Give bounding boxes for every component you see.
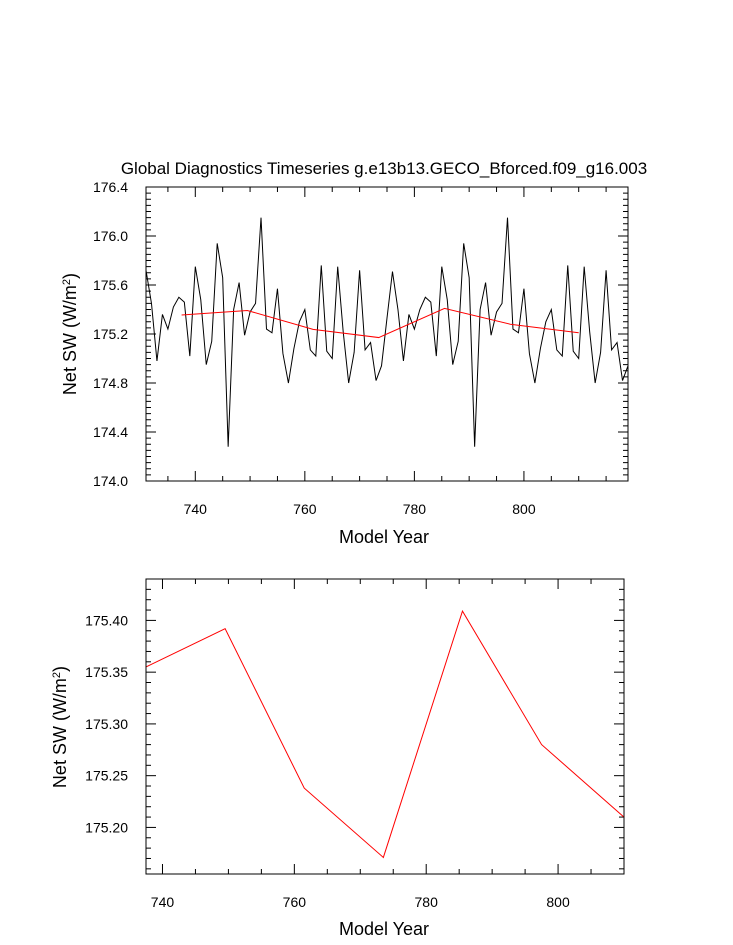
- x-tick-label: 780: [415, 894, 439, 910]
- top-ticks: 174.0 174.4 174.8 175.2 175.6 176.0 176.4 740 76…: [93, 179, 628, 517]
- y-tick-label: 175.2: [93, 326, 128, 342]
- top-series: [145, 217, 629, 447]
- series-line-running-mean: [145, 609, 625, 859]
- y-tick-label: 175.6: [93, 277, 128, 293]
- top-y-axis-label-close: ): [60, 273, 80, 279]
- bottom-plot-frame: [145, 578, 625, 875]
- bottom-x-axis-label: Model Year: [339, 919, 429, 939]
- y-tick-label: 175.20: [85, 819, 128, 835]
- bottom-y-axis-label-close: ): [50, 666, 70, 672]
- series-line-running-mean: [181, 307, 579, 339]
- x-tick-label: 760: [293, 501, 317, 517]
- x-tick-label: 740: [151, 894, 175, 910]
- y-tick-label: 175.35: [85, 664, 128, 680]
- y-tick-label: 176.0: [93, 228, 128, 244]
- bottom-y-axis-label: Net SW (W/m2): [50, 666, 70, 788]
- bottom-panel: 175.20 175.25 175.30 175.35 175.40 740 760 780 8…: [50, 578, 625, 939]
- bottom-y-axis-label-text: Net SW (W/m: [50, 678, 70, 788]
- bottom-ticks: 175.20 175.25 175.30 175.35 175.40 740 760 780 8…: [85, 579, 624, 910]
- top-y-axis-label-text: Net SW (W/m: [60, 285, 80, 395]
- y-tick-label: 175.25: [85, 768, 128, 784]
- y-tick-label: 174.8: [93, 375, 128, 391]
- y-tick-label: 174.4: [93, 424, 128, 440]
- x-tick-label: 780: [403, 501, 427, 517]
- y-tick-label: 176.4: [93, 179, 128, 195]
- top-panel: Global Diagnostics Timeseries g.e13b13.G…: [60, 159, 647, 547]
- x-tick-label: 740: [184, 501, 208, 517]
- chart-title: Global Diagnostics Timeseries g.e13b13.G…: [121, 159, 647, 178]
- x-tick-label: 760: [283, 894, 307, 910]
- top-plot-frame: [145, 186, 629, 482]
- y-tick-label: 175.40: [85, 612, 128, 628]
- y-tick-label: 175.30: [85, 716, 128, 732]
- series-line-annual: [145, 217, 629, 447]
- x-tick-label: 800: [546, 894, 570, 910]
- bottom-series: [145, 609, 625, 859]
- y-tick-label: 174.0: [93, 473, 128, 489]
- x-tick-label: 800: [512, 501, 536, 517]
- top-y-axis-label: Net SW (W/m2): [60, 273, 80, 395]
- top-x-axis-label: Model Year: [339, 527, 429, 547]
- top-y-axis-label-sup: 2: [61, 279, 73, 285]
- bottom-y-axis-label-sup: 2: [51, 672, 63, 678]
